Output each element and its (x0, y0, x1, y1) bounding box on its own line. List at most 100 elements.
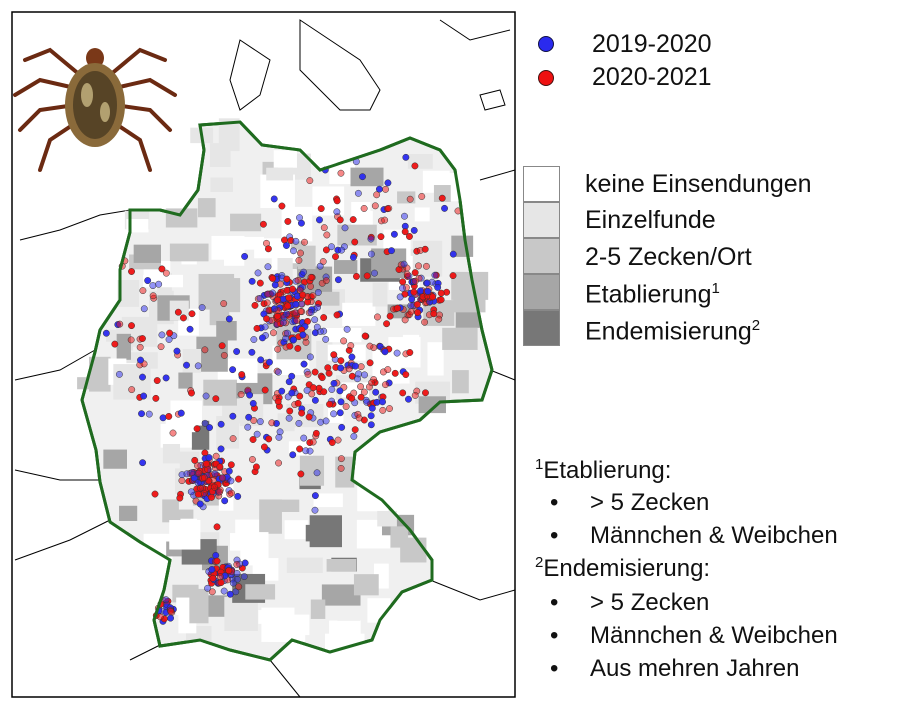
point-2019-2020 (257, 356, 265, 364)
legend-swatch-einzelfunde (523, 202, 560, 238)
point-2020-2021 (201, 346, 209, 354)
district (169, 520, 201, 550)
point-2019-2020 (341, 224, 349, 232)
point-2019-2020 (159, 414, 167, 422)
point-2019-2020 (177, 409, 185, 417)
district (189, 588, 209, 624)
point-2020-2021 (188, 310, 196, 318)
point-2019-2020 (314, 288, 322, 296)
point-2019-2020 (198, 304, 206, 312)
point-2019-2020 (401, 212, 408, 220)
point-2020-2021 (274, 398, 282, 405)
point-2020-2021 (265, 435, 273, 443)
legend-label-2020-2021: 2020-2021 (592, 63, 712, 91)
point-2020-2021 (116, 320, 124, 328)
point-2019-2020 (348, 353, 356, 361)
point-2020-2021 (180, 314, 187, 322)
point-2019-2020 (300, 360, 308, 368)
point-2019-2020 (261, 323, 269, 331)
point-2020-2021 (345, 365, 353, 373)
point-2020-2021 (301, 238, 308, 246)
point-2020-2021 (233, 561, 241, 568)
point-2020-2021 (363, 272, 371, 280)
legend-class-2-5: 2-5 Zecken/Ort (585, 243, 752, 271)
point-2019-2020 (316, 216, 323, 224)
point-2020-2021 (337, 464, 345, 472)
legend-class-keine: keine Einsendungen (585, 170, 812, 198)
point-2020-2021 (351, 238, 359, 246)
bullet: • (550, 655, 559, 682)
point-2019-2020 (367, 412, 375, 420)
district (414, 207, 430, 222)
point-2019-2020 (204, 584, 212, 592)
point-2020-2021 (330, 351, 338, 359)
district (218, 118, 240, 152)
point-2020-2021 (355, 414, 363, 422)
point-2019-2020 (402, 153, 410, 161)
point-2020-2021 (174, 308, 182, 316)
point-2020-2021 (334, 436, 342, 444)
point-2019-2020 (359, 173, 366, 181)
point-2019-2020 (316, 262, 324, 270)
point-2020-2021 (361, 332, 369, 340)
tick-photo-icon (13, 47, 177, 172)
point-2019-2020 (178, 471, 186, 479)
point-2020-2021 (204, 466, 212, 473)
point-2020-2021 (340, 337, 348, 345)
point-2019-2020 (271, 281, 279, 289)
district (162, 444, 181, 464)
point-2020-2021 (383, 320, 391, 328)
point-2020-2021 (322, 246, 330, 254)
point-2020-2021 (298, 409, 306, 417)
point-2020-2021 (323, 231, 331, 239)
point-2019-2020 (187, 488, 195, 496)
district (216, 415, 240, 449)
point-2020-2021 (138, 335, 146, 342)
point-2020-2021 (167, 608, 175, 615)
point-2020-2021 (208, 493, 215, 501)
point-2020-2021 (411, 391, 419, 399)
point-2019-2020 (338, 423, 346, 431)
footnote-mark: 1 (711, 280, 720, 297)
point-2019-2020 (292, 237, 300, 245)
point-2020-2021 (169, 429, 177, 437)
point-2019-2020 (306, 447, 314, 455)
footnote-mark: 2 (535, 554, 544, 571)
point-2019-2020 (254, 269, 262, 277)
point-2019-2020 (351, 362, 359, 370)
point-2019-2020 (144, 277, 152, 285)
point-2020-2021 (263, 299, 271, 307)
point-2019-2020 (299, 331, 307, 339)
point-2019-2020 (250, 336, 258, 343)
point-2019-2020 (306, 353, 314, 361)
point-2019-2020 (248, 277, 256, 285)
point-2020-2021 (286, 342, 294, 350)
point-2020-2021 (296, 392, 304, 400)
point-2019-2020 (371, 269, 378, 277)
point-2019-2020 (155, 280, 163, 288)
point-2020-2021 (284, 217, 292, 225)
point-2019-2020 (295, 419, 303, 427)
point-2020-2021 (213, 523, 221, 531)
point-2020-2021 (349, 216, 357, 224)
district (169, 243, 209, 262)
point-2019-2020 (328, 386, 336, 393)
point-2020-2021 (193, 425, 201, 433)
point-2020-2021 (336, 216, 344, 224)
point-2020-2021 (188, 389, 195, 397)
district (162, 499, 179, 523)
point-2020-2021 (320, 224, 328, 232)
point-2020-2021 (384, 366, 392, 374)
point-2019-2020 (349, 253, 357, 261)
bullet: • (550, 522, 559, 549)
point-2020-2021 (248, 456, 256, 463)
point-2020-2021 (151, 490, 159, 498)
point-2020-2021 (411, 269, 419, 277)
point-2019-2020 (314, 303, 321, 311)
point-2020-2021 (194, 462, 201, 470)
point-2019-2020 (338, 246, 346, 254)
point-2019-2020 (368, 404, 376, 412)
legend-label-2019-2020: 2019-2020 (592, 30, 712, 58)
point-2019-2020 (275, 368, 282, 376)
